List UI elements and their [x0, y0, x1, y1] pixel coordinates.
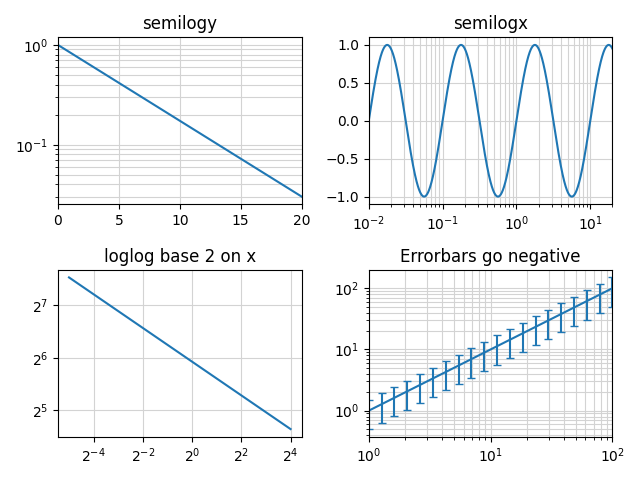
Title: semilogy: semilogy	[142, 15, 217, 33]
Title: loglog base 2 on x: loglog base 2 on x	[104, 248, 256, 265]
Title: Errorbars go negative: Errorbars go negative	[401, 248, 581, 265]
Title: semilogx: semilogx	[453, 15, 528, 33]
